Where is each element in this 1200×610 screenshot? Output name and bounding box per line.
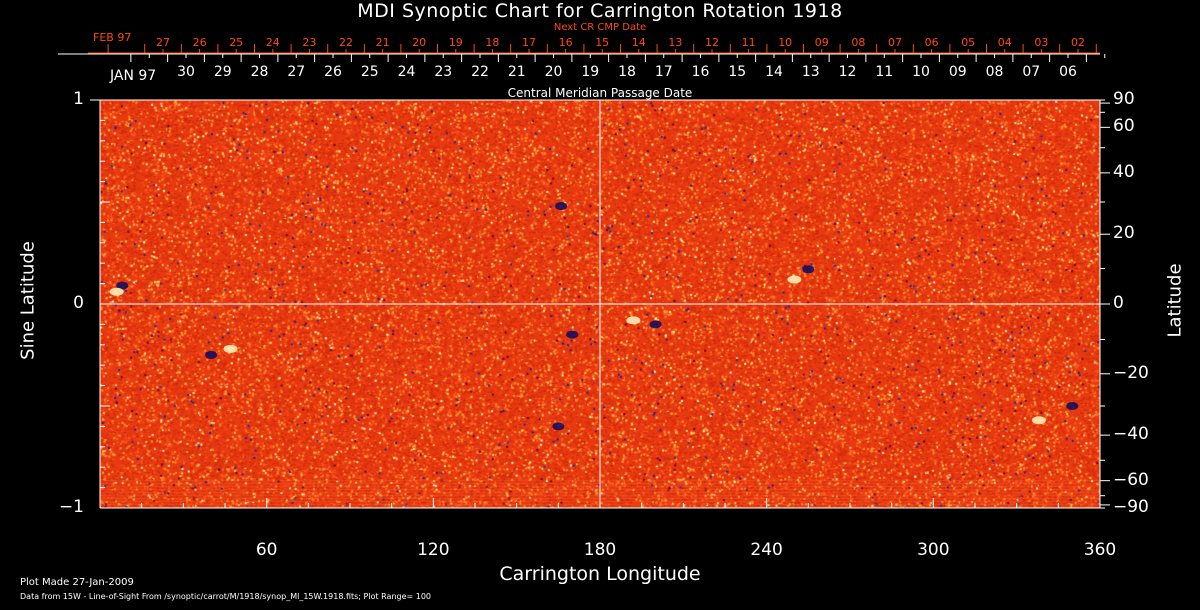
white-axis-label: 13 [801, 64, 820, 80]
white-axis-label: 21 [507, 64, 526, 80]
red-axis-label: 12 [705, 36, 719, 49]
red-axis-label: 07 [888, 36, 902, 49]
red-axis-label: 13 [668, 36, 683, 49]
x-tick-label: 120 [417, 540, 450, 560]
y-tick-label-right: 20 [1113, 223, 1135, 244]
magnetic-feature-negative [1066, 402, 1079, 410]
red-axis-label: 16 [558, 36, 573, 49]
white-axis-label: 28 [250, 64, 269, 80]
red-axis-label: 20 [412, 36, 427, 49]
y-tick-label-right: 0 [1113, 293, 1124, 313]
magnetic-feature-positive [626, 316, 641, 325]
y-tick-label-right: −20 [1113, 362, 1149, 383]
magnetic-feature-positive [109, 287, 124, 296]
red-axis-label: 18 [485, 36, 500, 49]
next-cr-cmp-axis-title: Next CR CMP Date [553, 22, 647, 33]
white-axis-label: 30 [177, 64, 195, 80]
white-axis-label: 09 [948, 64, 967, 80]
red-axis-label: 15 [595, 36, 610, 49]
white-axis-label: 07 [1022, 64, 1041, 80]
y-tick-label-left: −1 [58, 497, 84, 517]
white-axis-label: 19 [581, 64, 600, 80]
y-axis-label-left: Sine Latitude [17, 241, 39, 360]
white-axis-label: 17 [654, 64, 673, 80]
magnetic-feature-negative [802, 265, 815, 274]
white-axis-label: 23 [434, 64, 453, 80]
red-axis-label: 14 [631, 36, 646, 49]
red-axis-label: 09 [814, 36, 829, 49]
cmp-axis-title: Central Meridian Passage Date [507, 86, 693, 100]
x-tick-label: 300 [917, 540, 950, 560]
red-axis-label: 03 [1034, 36, 1049, 49]
white-axis-label: 24 [397, 64, 416, 80]
y-tick-label-right: −40 [1113, 424, 1149, 445]
magnetic-feature-negative [205, 351, 218, 359]
red-axis-label: 04 [997, 36, 1012, 49]
red-axis-label: 11 [741, 36, 756, 49]
magnetic-feature-positive [223, 344, 238, 353]
red-axis-month: FEB 97 [93, 31, 132, 44]
y-tick-label-right: 60 [1113, 116, 1135, 137]
x-tick-label: 60 [255, 540, 278, 560]
red-axis-label: 17 [522, 36, 536, 49]
magnetic-feature-positive [1031, 416, 1046, 425]
red-axis-label: 05 [961, 36, 976, 49]
y-tick-label-right: −60 [1113, 469, 1149, 490]
y-tick-label-right: 40 [1113, 161, 1135, 182]
red-axis-label: 24 [265, 36, 280, 49]
red-axis-label: 23 [302, 36, 317, 49]
white-axis-label: 06 [1059, 64, 1077, 80]
white-axis-label: 11 [875, 64, 894, 80]
white-axis-label: 14 [765, 64, 783, 80]
white-axis-label: 16 [691, 64, 710, 80]
x-tick-label: 360 [1083, 540, 1117, 560]
red-axis-label: 08 [851, 36, 866, 49]
white-axis-label: 22 [471, 64, 489, 80]
white-axis-label: 27 [287, 64, 306, 80]
red-axis-label: 19 [448, 36, 463, 49]
white-axis-label: 08 [985, 64, 1004, 80]
data-source-text: Data from 15W - Line-of-Sight From /syno… [20, 592, 432, 601]
magnetic-feature-negative [555, 202, 568, 211]
plot-made-text: Plot Made 27-Jan-2009 [20, 577, 134, 588]
white-axis-label: 20 [544, 64, 563, 80]
magnetic-feature-positive [787, 275, 802, 284]
white-axis-label: 15 [728, 64, 747, 80]
white-axis-label: 10 [912, 64, 930, 80]
x-tick-label: 240 [750, 540, 783, 560]
chart-title: MDI Synoptic Chart for Carrington Rotati… [357, 0, 843, 22]
x-tick-label: 180 [583, 540, 617, 560]
red-axis-label: 25 [229, 36, 244, 49]
x-axis-label: Carrington Longitude [499, 563, 701, 585]
red-axis-label: 02 [1071, 36, 1085, 49]
white-axis-label: 25 [360, 64, 379, 80]
y-tick-label-left: 0 [73, 293, 84, 313]
white-axis-label: 12 [838, 64, 857, 80]
red-axis-label: 26 [192, 36, 207, 49]
magnetic-feature-negative [552, 422, 565, 431]
y-tick-label-left: 1 [73, 89, 84, 109]
white-axis-label: 18 [618, 64, 636, 80]
y-axis-label-right: Latitude [1164, 263, 1186, 338]
magnetic-feature-negative [649, 320, 662, 329]
magnetic-feature-negative [116, 281, 129, 290]
y-tick-label-right: −90 [1113, 497, 1149, 517]
red-axis-label: 06 [924, 36, 939, 49]
red-axis-label: 27 [156, 36, 170, 49]
white-axis-month: JAN 97 [110, 68, 157, 84]
y-tick-label-right: 90 [1113, 89, 1135, 109]
white-axis-label: 26 [324, 64, 342, 80]
white-axis-label: 29 [213, 64, 232, 80]
red-axis-label: 10 [778, 36, 793, 49]
red-axis-label: 21 [375, 36, 390, 49]
magnetic-feature-negative [566, 330, 579, 339]
red-axis-label: 22 [339, 36, 353, 49]
